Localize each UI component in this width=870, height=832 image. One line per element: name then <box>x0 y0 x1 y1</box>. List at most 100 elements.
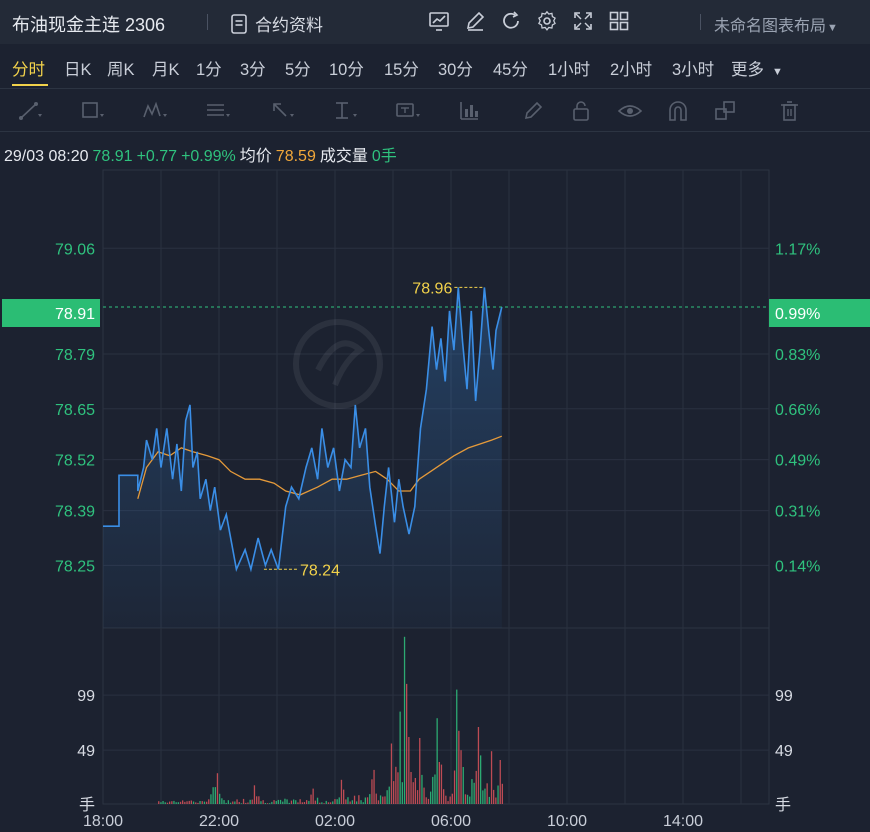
layout-name-label: 未命名图表布局 <box>714 18 827 35</box>
volume-bar <box>340 779 343 804</box>
volume-bar <box>293 799 295 804</box>
trendline-tool-icon[interactable] <box>18 100 42 122</box>
volume-bar <box>301 802 303 804</box>
current-pct-label: 0.99% <box>775 306 820 323</box>
percent-axis-labels: 1.17% 0.83% 0.66% 0.49% 0.31% 0.14% <box>775 241 820 575</box>
volume-bar <box>421 774 423 804</box>
fibonacci-tool-icon[interactable] <box>206 100 230 122</box>
volume-bar <box>349 801 351 804</box>
tab-period-8[interactable]: 15分 <box>384 61 419 79</box>
volume-bar <box>277 799 279 804</box>
volume-bar <box>458 730 460 804</box>
wave-pattern-tool-icon[interactable] <box>143 100 167 122</box>
tab-period-6[interactable]: 5分 <box>285 61 311 79</box>
tab-period-7[interactable]: 10分 <box>329 61 364 79</box>
lock-icon[interactable] <box>570 100 594 122</box>
tab-period-13[interactable]: 3小时 <box>672 61 715 79</box>
caret-down-icon: ▼ <box>772 66 783 78</box>
tab-period-1[interactable]: 日K <box>64 61 92 79</box>
volume-bar <box>501 783 503 804</box>
bar-pattern-tool-icon[interactable] <box>459 100 483 122</box>
volume-bar <box>351 800 353 804</box>
volume-bar <box>356 801 358 804</box>
tab-period-11[interactable]: 1小时 <box>548 61 591 79</box>
tab-period-5[interactable]: 3分 <box>240 61 266 79</box>
volume-bar <box>264 803 266 804</box>
price-tick-label: 78.65 <box>55 402 95 419</box>
contract-info-button[interactable]: 合约资料 <box>230 11 323 36</box>
volume-bar <box>397 772 399 804</box>
trash-icon[interactable] <box>778 100 802 122</box>
volume-bar <box>234 801 236 804</box>
current-pct-badge-right: 0.99% <box>769 299 870 327</box>
volume-bar <box>460 750 462 804</box>
volume-bar <box>423 787 425 804</box>
volume-bar <box>358 795 360 804</box>
avg-price-label: 均价 <box>239 148 272 165</box>
volume-bar <box>171 801 173 804</box>
volume-bar <box>486 783 488 804</box>
brush-tool-icon[interactable] <box>522 100 546 122</box>
tab-period-2[interactable]: 周K <box>107 61 135 79</box>
volume-bar <box>338 797 340 804</box>
edit-icon[interactable] <box>464 9 486 33</box>
price-range-tool-icon[interactable] <box>333 100 357 122</box>
layers-icon[interactable] <box>714 100 738 122</box>
high-annotation-label: 78.96 <box>412 280 452 297</box>
tab-period-3[interactable]: 月K <box>152 61 180 79</box>
volume-bar <box>177 802 179 804</box>
volume-bar <box>373 769 375 804</box>
rectangle-tool-icon[interactable] <box>80 100 104 122</box>
low-annotation: 78.24 <box>263 562 340 579</box>
symbol-title[interactable]: 布油现金主连 2306 <box>12 15 166 35</box>
tab-period-12[interactable]: 2小时 <box>610 61 653 79</box>
volume-bar <box>462 767 464 804</box>
grid-layout-icon[interactable] <box>608 9 630 33</box>
time-tick-label: 02:00 <box>315 813 355 830</box>
volume-bar <box>419 738 421 804</box>
volume-bar <box>197 802 199 804</box>
volume-bar <box>306 800 308 804</box>
volume-bar <box>203 801 206 804</box>
volume-bar <box>388 786 390 804</box>
tab-period-4[interactable]: 1分 <box>196 61 222 79</box>
tab-period-0[interactable]: 分时 <box>12 61 45 79</box>
volume-bar <box>286 799 288 804</box>
plot-border <box>102 169 770 805</box>
volume-bar <box>245 802 247 804</box>
tab-period-10[interactable]: 45分 <box>493 61 528 79</box>
volume-bar <box>247 802 249 804</box>
quote-datetime: 29/03 08:20 <box>4 148 89 165</box>
tab-period-more[interactable]: 更多 ▼ <box>731 56 783 80</box>
volume-bar <box>499 760 501 804</box>
volume-bar <box>275 801 277 804</box>
magnet-icon[interactable] <box>666 100 690 122</box>
price-line <box>103 287 503 573</box>
volume-bar <box>223 800 225 804</box>
time-tick-label: 06:00 <box>431 813 471 830</box>
volume-bar <box>369 794 371 804</box>
text-tool-icon[interactable] <box>396 100 420 122</box>
time-tick-label: 10:00 <box>547 813 587 830</box>
volume-axis-labels: 99 99 49 49 手 手 <box>77 688 793 814</box>
volume-bar <box>160 802 162 804</box>
layout-selector[interactable]: 未命名图表布局▼ <box>714 12 838 36</box>
refresh-icon[interactable] <box>500 9 522 33</box>
quote-info-line: 29/03 08:20 78.91 +0.77 +0.99% 均价 78.59 成交量 0手 <box>4 142 401 166</box>
visibility-eye-icon[interactable] <box>618 100 642 122</box>
volume-bar <box>475 770 477 804</box>
tab-period-9[interactable]: 30分 <box>438 61 473 79</box>
volume-bar <box>314 800 316 804</box>
settings-gear-icon[interactable] <box>536 9 558 33</box>
volume-tick-label-right: 49 <box>775 743 793 760</box>
volume-bar <box>295 800 297 804</box>
pct-tick-label: 0.49% <box>775 453 820 470</box>
fullscreen-icon[interactable] <box>572 9 594 33</box>
volume-bar <box>377 800 380 804</box>
indicator-icon[interactable] <box>428 9 450 33</box>
arrow-tool-icon[interactable] <box>270 100 294 122</box>
volume-unit-label: 手 <box>79 796 95 814</box>
volume-bar <box>192 801 195 804</box>
current-price-label: 78.91 <box>55 306 95 323</box>
